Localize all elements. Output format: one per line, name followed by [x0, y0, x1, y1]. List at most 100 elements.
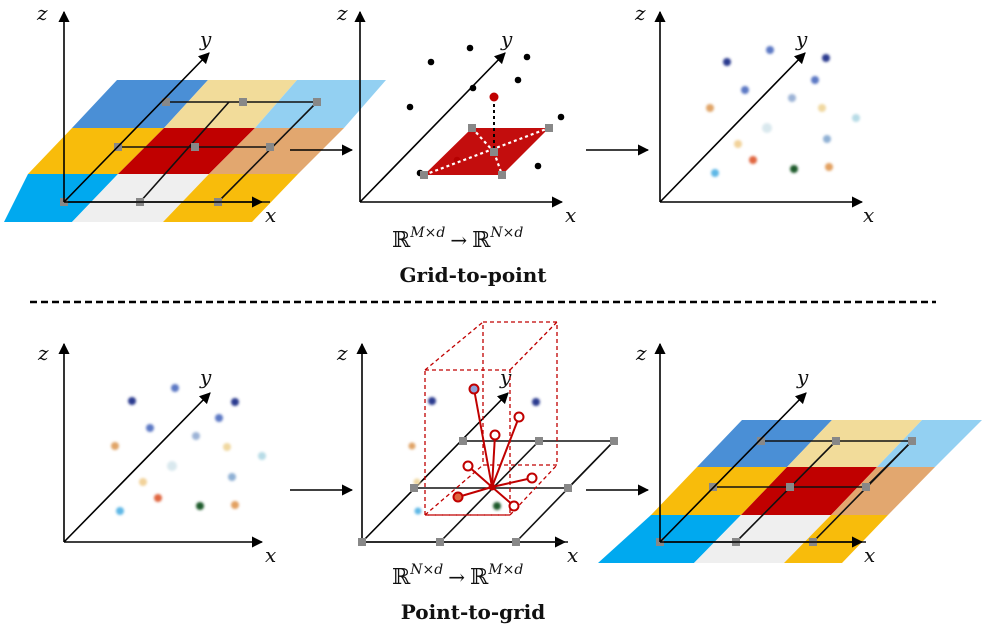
point [723, 58, 731, 66]
mapping-top: ℝM×d → ℝN×d [392, 225, 523, 253]
mapping-bottom: ℝN×d → ℝM×d [392, 562, 523, 590]
point [228, 473, 236, 481]
grid-node [358, 538, 366, 546]
point [111, 442, 119, 450]
grid-node [535, 437, 543, 445]
point [823, 135, 831, 143]
z-label: z [635, 341, 647, 365]
y-axis [63, 392, 211, 543]
panel-grid-bottom: z y x [598, 341, 982, 567]
colored-points [706, 46, 860, 177]
point [146, 424, 154, 432]
y-axis [659, 52, 806, 203]
neighbor-point [513, 411, 525, 423]
neighbor-point [508, 500, 520, 512]
aggregation-edges [457, 388, 533, 507]
point [428, 397, 436, 405]
query-point [489, 92, 499, 102]
grid-node [512, 538, 520, 546]
y-axis [63, 52, 210, 203]
point [414, 507, 422, 515]
mapping-set-in: ℝ [392, 565, 411, 590]
dark-points [408, 397, 540, 515]
grid-cell [784, 515, 888, 563]
point [469, 84, 477, 92]
grid-node [459, 437, 467, 445]
point [532, 398, 540, 406]
y-label: y [499, 365, 512, 389]
point [196, 502, 204, 510]
neighbor-point [452, 491, 464, 503]
panel-interpolation-top: z y x [336, 1, 576, 227]
point [523, 53, 531, 61]
grid-cell [831, 467, 935, 515]
grid-node [436, 538, 444, 546]
y-label: y [199, 27, 212, 51]
grid-node [239, 98, 247, 106]
grid-node [410, 484, 418, 492]
mapping-exponent-out: M×d [487, 562, 523, 578]
mapping-set-out: ℝ [472, 228, 491, 253]
grid-cell [72, 80, 208, 128]
point [706, 104, 714, 112]
neighbor-point [462, 460, 474, 472]
y-axis [659, 392, 807, 543]
grid-lines [362, 440, 615, 543]
point [139, 478, 147, 486]
point [408, 442, 416, 450]
point [231, 398, 239, 406]
grid-cell [877, 420, 982, 467]
point [811, 76, 819, 84]
grid-cell [163, 174, 298, 222]
point [493, 502, 501, 510]
voxel-box [424, 321, 558, 516]
grid-node [545, 124, 553, 132]
caption-point-to-grid: Point-to-grid [401, 600, 546, 624]
x-label: x [864, 543, 875, 567]
point [258, 452, 266, 460]
point [852, 114, 860, 122]
grid-node [832, 437, 840, 445]
point [223, 443, 231, 451]
point [557, 113, 565, 121]
x-label: x [863, 203, 874, 227]
point [128, 397, 136, 405]
panel-points-top: z y x [634, 1, 874, 227]
mapping-exponent-in: M×d [409, 225, 445, 241]
point [427, 58, 435, 66]
grid-cell [28, 128, 164, 174]
point [788, 94, 796, 102]
panel-points-bottom: z y x [37, 341, 276, 567]
point [466, 44, 474, 52]
point [825, 163, 833, 171]
neighbor-point [489, 429, 501, 441]
colored-points [111, 384, 266, 515]
point [749, 156, 757, 164]
axes: z y x [336, 341, 578, 567]
point [766, 46, 774, 54]
axes: z y x [36, 1, 276, 227]
point [734, 140, 742, 148]
grid-node [498, 171, 506, 179]
grid-node [908, 437, 916, 445]
y-label: y [796, 365, 809, 389]
point [167, 461, 177, 471]
grid-node [786, 483, 794, 491]
z-label: z [634, 1, 646, 25]
point [116, 507, 124, 515]
axes: z y x [336, 1, 576, 227]
point [231, 501, 239, 509]
point [154, 494, 162, 502]
grid-cell [118, 128, 255, 174]
grid-cell [164, 80, 297, 128]
point [818, 104, 826, 112]
point [822, 54, 830, 62]
grid-node [162, 98, 170, 106]
axes: z y x [634, 1, 874, 227]
x-label: x [567, 543, 578, 567]
grid-cells [598, 420, 982, 563]
grid-cell [694, 515, 831, 563]
point [413, 478, 421, 486]
point [762, 123, 772, 133]
grid-cell [651, 467, 787, 515]
